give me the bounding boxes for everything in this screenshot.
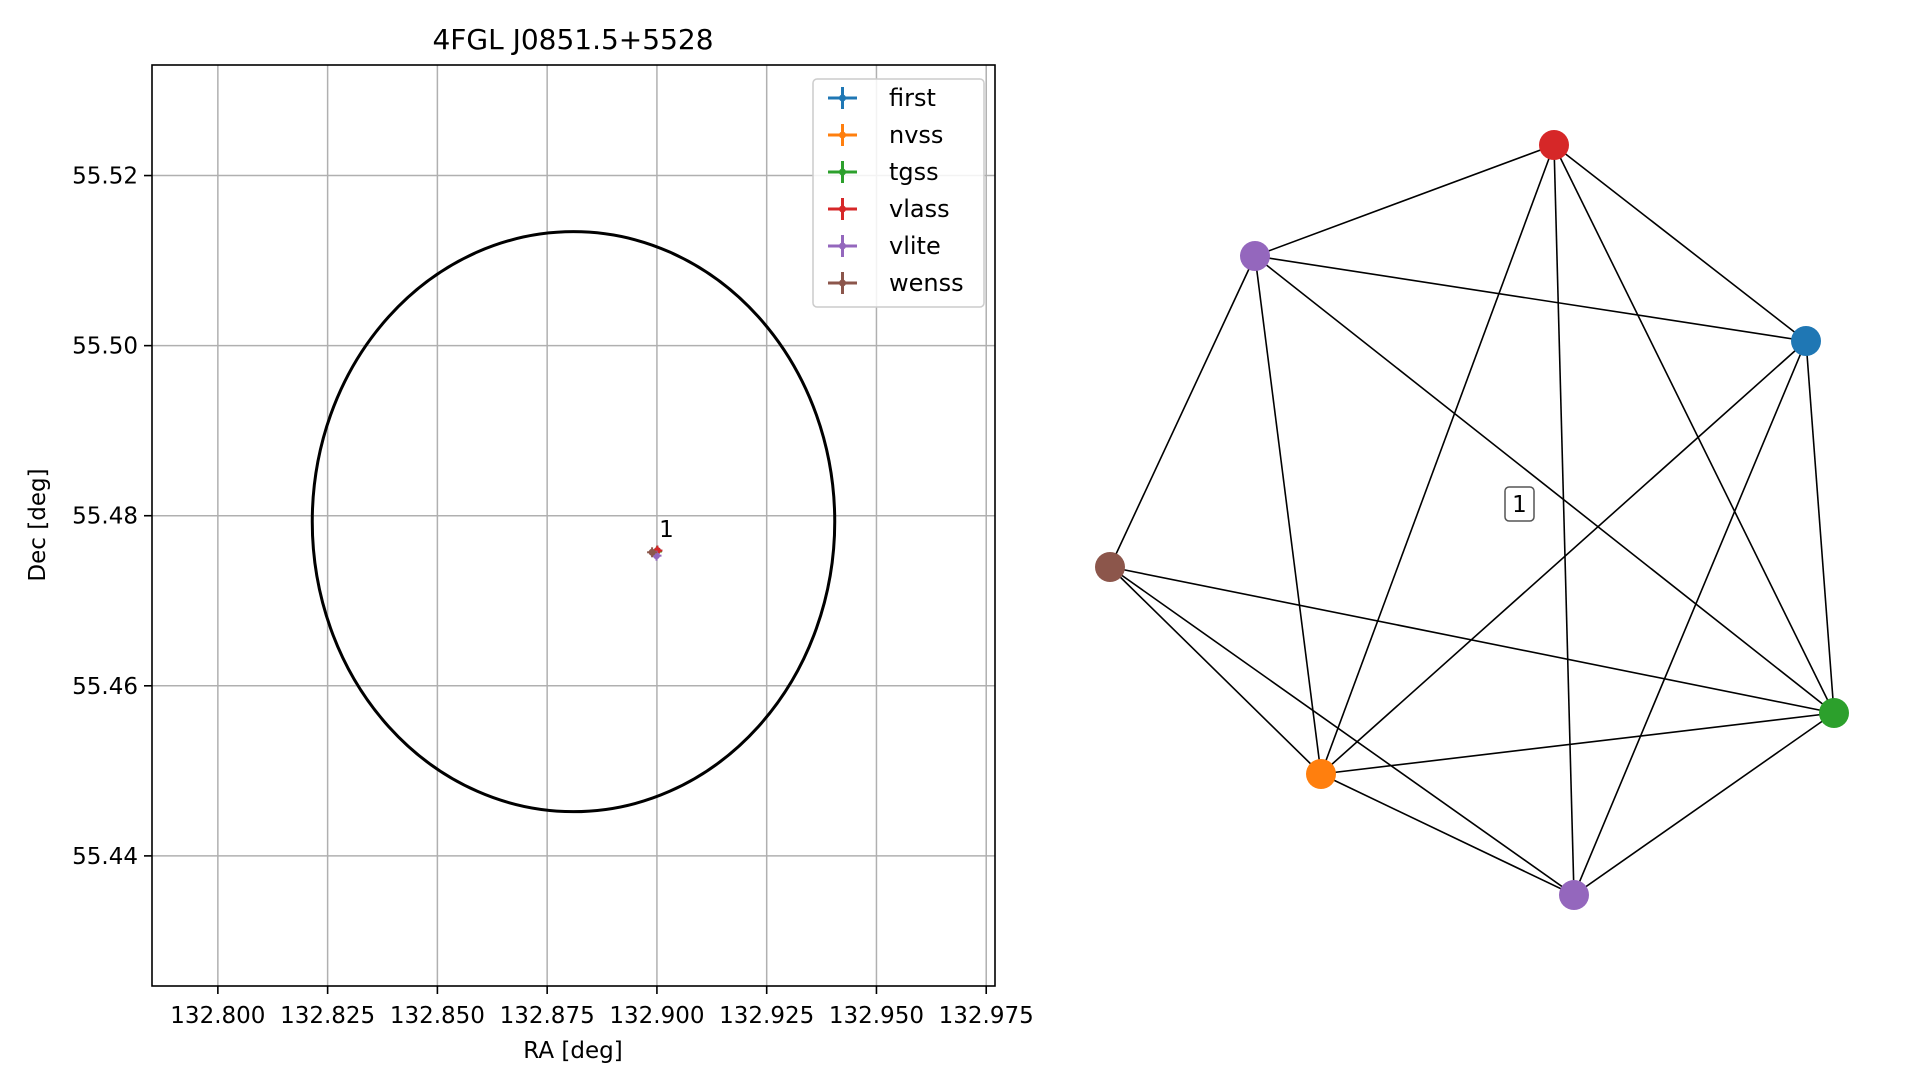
legend-swatch-dot [839,168,846,176]
legend-label: tgss [889,158,939,186]
legend-item-first: first [828,84,936,112]
grid-lines [152,65,995,986]
cluster-label-text: 1 [1512,492,1527,518]
legend-item-tgss: tgss [828,158,939,186]
point-annotation: 1 [659,517,674,543]
legend-label: nvss [889,121,943,149]
legend-item-vlass: vlass [828,195,950,223]
legend-swatch-dot [839,131,846,139]
y-tick-label: 55.50 [72,334,138,360]
legend-swatch-dot [839,205,846,213]
graph-edge [1320,712,1835,775]
legend-label: first [889,84,936,112]
x-tick-label: 132.925 [719,1003,814,1029]
legend-swatch-dot [839,242,846,250]
graph-edge [1109,566,1322,775]
legend-item-nvss: nvss [828,121,943,149]
legend-swatch-dot [839,94,846,102]
error-ellipse-layer [310,230,837,814]
graph-edge [1320,773,1575,896]
graph-edge [1109,255,1256,568]
graph-node [1240,241,1270,271]
legend-label: vlass [889,195,950,223]
x-tick-label: 132.975 [939,1003,1034,1029]
graph-edges [1109,144,1835,896]
x-tick-label: 132.850 [390,1003,485,1029]
graph-edge [1109,566,1835,714]
legend: first nvss tgss vlass vlite wenss [812,78,985,308]
x-tick-label: 132.900 [609,1003,704,1029]
x-tick-label: 132.950 [829,1003,924,1029]
legend-label: vlite [889,232,941,260]
graph-edge [1553,144,1835,714]
x-axis-ticks: 132.800 132.825 132.850 132.875 132.900 132.9… [170,986,1034,1029]
graph-node [1539,130,1569,160]
x-tick-label: 132.825 [280,1003,375,1029]
legend-items: first nvss tgss vlass vlite wenss [828,84,964,297]
x-tick-label: 132.800 [170,1003,265,1029]
error-ellipse [310,230,837,814]
graph-edge [1805,340,1835,714]
legend-swatch-dot [839,279,846,287]
y-axis-label: Dec [deg] [25,468,51,581]
graph-edge [1553,144,1575,896]
point-wenss [647,547,658,558]
graph-edge [1320,340,1807,775]
chart-title: 4FGL J0851.5+5528 [432,23,713,56]
x-tick-label: 132.875 [500,1003,595,1029]
legend-item-vlite: vlite [828,232,941,260]
y-tick-label: 55.48 [72,504,138,530]
annotation-layer: 1 [659,517,674,543]
graph-nodes [1095,130,1849,910]
graph-edge [1254,255,1835,714]
graph-node [1095,552,1125,582]
legend-item-wenss: wenss [828,269,964,297]
graph-edge [1553,144,1807,342]
point-marker [648,548,656,556]
y-tick-label: 55.52 [72,164,138,190]
y-tick-label: 55.46 [72,674,138,700]
graph-node [1559,880,1589,910]
graph-edge [1254,255,1807,342]
graph-edge [1573,340,1807,896]
graph-edge [1573,712,1835,896]
x-axis-label: RA [deg] [523,1038,622,1064]
plot-frame [151,64,996,987]
graph-node [1791,326,1821,356]
graph-node [1819,698,1849,728]
graph-edge [1254,144,1555,257]
network-panel: 1 [1095,130,1849,910]
scatter-panel: 1 132.800 132.825 132.850 132.875 132.900 132… [25,23,1034,1064]
graph-edge [1254,255,1322,775]
graph-edge [1109,566,1575,896]
y-axis-ticks: 55.44 55.46 55.48 55.50 55.52 [72,164,152,870]
y-tick-label: 55.44 [72,844,138,870]
graph-edge [1320,144,1555,775]
legend-label: wenss [889,269,964,297]
source-points-layer [647,545,663,561]
graph-node [1306,759,1336,789]
cluster-label: 1 [1504,486,1535,522]
cluster-label-box [1504,486,1535,522]
